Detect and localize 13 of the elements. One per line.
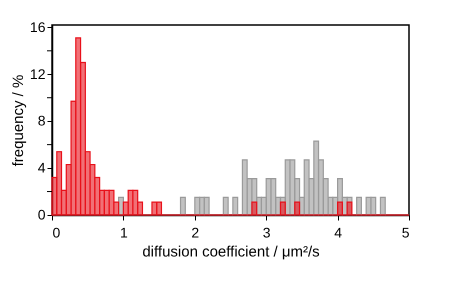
x-tick-label: 5 [402, 224, 410, 240]
x-axis-title: diffusion coefficient / μm²/s [142, 244, 320, 260]
x-tick-label: 1 [120, 224, 128, 240]
x-tick-label: 2 [191, 224, 200, 240]
y-tick-label: 0 [38, 206, 46, 222]
y-tick-label: 8 [38, 112, 46, 129]
y-tick-label: 16 [30, 18, 46, 35]
y-tick-label: 12 [30, 66, 46, 82]
x-tick-label: 0 [52, 224, 60, 240]
y-axis-title: frequency / % [10, 74, 27, 166]
x-tick-label: 3 [262, 224, 271, 240]
x-tick-label: 4 [334, 224, 342, 240]
y-tick-label: 4 [38, 160, 46, 176]
